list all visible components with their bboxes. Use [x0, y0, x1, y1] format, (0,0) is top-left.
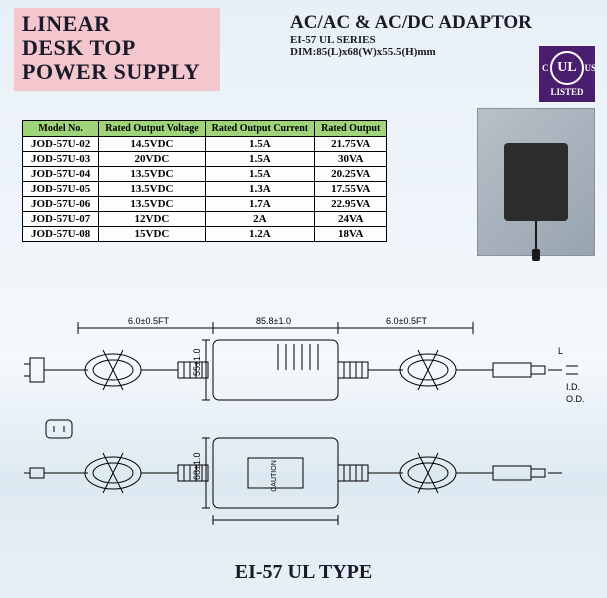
adapter-body-icon [504, 143, 568, 221]
th-current: Rated Output Current [205, 121, 314, 137]
ul-circle-icon: C UL US [550, 51, 584, 85]
dim-right-cable: 6.0±0.5FT [386, 316, 427, 326]
ul-badge: C UL US LISTED [539, 46, 595, 102]
technical-diagram: 6.0±0.5FT 85.8±1.0 6.0±0.5FT 55±1.0 [18, 310, 588, 560]
diagram-title: EI-57 UL TYPE [0, 561, 607, 584]
cell: 13.5VDC [99, 197, 205, 212]
cell: 13.5VDC [99, 182, 205, 197]
adapter-plug-icon [532, 249, 540, 261]
adaptor-title: AC/AC & AC/DC ADAPTOR [290, 12, 590, 34]
title-line-3: POWER SUPPLY [22, 60, 200, 84]
title-line-2: DESK TOP [22, 36, 200, 60]
th-model: Model No. [23, 121, 99, 137]
cell: 1.3A [205, 182, 314, 197]
cell: 20VDC [99, 152, 205, 167]
dim-body-len: 85.8±1.0 [256, 316, 291, 326]
dim-L: L [558, 346, 563, 356]
dim-body-h: 55±1.0 [192, 349, 202, 376]
cell: JOD-57U-04 [23, 167, 99, 182]
ul-c: C [542, 63, 549, 73]
title-line-1: LINEAR [22, 12, 200, 36]
table-row: JOD-57U-0214.5VDC1.5A21.75VA [23, 137, 387, 152]
cell: 30VA [315, 152, 387, 167]
cell: 13.5VDC [99, 167, 205, 182]
cell: 15VDC [99, 227, 205, 242]
cell: 17.55VA [315, 182, 387, 197]
ul-listed: LISTED [550, 87, 583, 97]
table-row: JOD-57U-0815VDC1.2A18VA [23, 227, 387, 242]
ul-us: US [584, 63, 596, 73]
cell: 1.5A [205, 152, 314, 167]
cell: JOD-57U-02 [23, 137, 99, 152]
diagram-svg: 6.0±0.5FT 85.8±1.0 6.0±0.5FT 55±1.0 [18, 310, 588, 560]
cell: 22.95VA [315, 197, 387, 212]
title-block: LINEAR DESK TOP POWER SUPPLY [14, 8, 220, 91]
caution-label: CAUTION [271, 460, 278, 492]
cell: 14.5VDC [99, 137, 205, 152]
cell: 1.5A [205, 137, 314, 152]
cell: 1.7A [205, 197, 314, 212]
table-row: JOD-57U-0513.5VDC1.3A17.55VA [23, 182, 387, 197]
cell: 1.2A [205, 227, 314, 242]
cell: JOD-57U-05 [23, 182, 99, 197]
table-row: JOD-57U-0413.5VDC1.5A20.25VA [23, 167, 387, 182]
table-row: JOD-57U-0613.5VDC1.7A22.95VA [23, 197, 387, 212]
table-body: JOD-57U-0214.5VDC1.5A21.75VA JOD-57U-032… [23, 137, 387, 242]
series-line: EI-57 UL SERIES [290, 34, 590, 46]
cell: 21.75VA [315, 137, 387, 152]
spec-table: Model No. Rated Output Voltage Rated Out… [22, 120, 387, 242]
ul-mark: UL [557, 60, 576, 76]
cell: JOD-57U-07 [23, 212, 99, 227]
dim-left-cable: 6.0±0.5FT [128, 316, 169, 326]
table-row: JOD-57U-0712VDC2A24VA [23, 212, 387, 227]
dim-od: O.D. [566, 394, 585, 404]
dim-id: I.D. [566, 382, 580, 392]
cell: 1.5A [205, 167, 314, 182]
cell: 18VA [315, 227, 387, 242]
th-voltage: Rated Output Voltage [99, 121, 205, 137]
th-output: Rated Output [315, 121, 387, 137]
cell: 20.25VA [315, 167, 387, 182]
table-row: JOD-57U-0320VDC1.5A30VA [23, 152, 387, 167]
cell: JOD-57U-08 [23, 227, 99, 242]
cell: JOD-57U-03 [23, 152, 99, 167]
cell: 2A [205, 212, 314, 227]
table-header-row: Model No. Rated Output Voltage Rated Out… [23, 121, 387, 137]
dim-body-w: 68±1.0 [192, 453, 202, 480]
cell: 12VDC [99, 212, 205, 227]
product-photo [477, 108, 595, 256]
cell: 24VA [315, 212, 387, 227]
cell: JOD-57U-06 [23, 197, 99, 212]
